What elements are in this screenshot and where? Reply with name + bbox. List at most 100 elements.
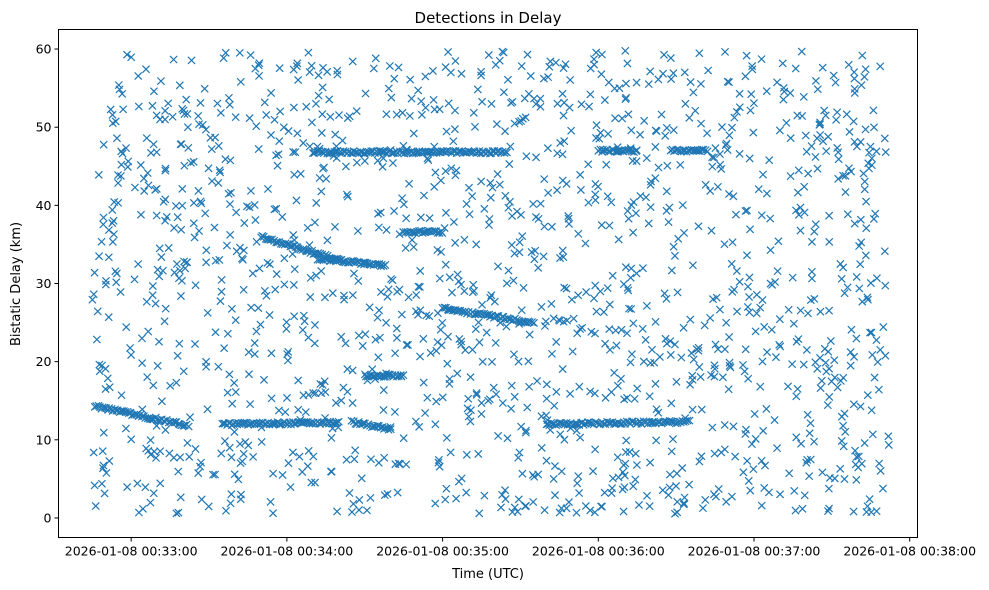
detection-marker bbox=[402, 214, 411, 223]
detection-marker bbox=[825, 211, 834, 220]
detection-marker bbox=[211, 470, 220, 479]
detection-marker bbox=[644, 219, 653, 228]
detection-marker bbox=[762, 87, 771, 96]
detection-marker bbox=[870, 373, 879, 382]
detection-marker bbox=[562, 504, 571, 513]
detection-marker bbox=[475, 338, 484, 347]
detection-marker bbox=[604, 78, 613, 87]
detection-marker bbox=[176, 140, 185, 149]
detection-marker bbox=[114, 178, 123, 188]
detection-marker bbox=[347, 257, 356, 266]
detection-marker bbox=[651, 174, 660, 183]
detection-marker bbox=[739, 468, 748, 477]
detection-marker bbox=[759, 426, 768, 435]
detection-marker bbox=[487, 357, 497, 366]
detection-marker bbox=[638, 264, 647, 273]
detection-marker bbox=[323, 236, 332, 245]
detection-marker bbox=[99, 220, 108, 229]
detection-marker bbox=[745, 308, 754, 317]
detection-marker bbox=[807, 237, 816, 246]
detection-marker bbox=[834, 155, 843, 164]
detection-marker bbox=[715, 305, 724, 314]
detection-marker bbox=[480, 491, 489, 500]
detection-marker bbox=[318, 380, 327, 389]
detection-marker bbox=[830, 356, 839, 365]
detection-marker bbox=[134, 260, 143, 269]
detection-marker bbox=[238, 457, 247, 466]
detection-marker bbox=[566, 389, 575, 398]
detection-marker bbox=[195, 226, 204, 235]
detection-marker bbox=[601, 339, 610, 348]
detection-marker bbox=[872, 147, 881, 156]
detection-marker bbox=[334, 417, 343, 426]
detection-marker bbox=[542, 420, 551, 429]
detection-marker bbox=[260, 286, 269, 295]
detection-marker bbox=[449, 217, 458, 227]
detection-marker bbox=[603, 284, 612, 293]
detection-marker bbox=[604, 129, 613, 138]
detection-marker bbox=[221, 48, 230, 57]
detection-marker bbox=[608, 474, 617, 483]
detection-marker bbox=[847, 325, 856, 334]
detection-marker bbox=[849, 507, 858, 516]
detection-marker bbox=[343, 114, 352, 123]
detection-marker bbox=[299, 391, 308, 400]
detection-marker bbox=[679, 323, 688, 332]
detection-marker bbox=[549, 314, 558, 323]
detection-marker bbox=[699, 145, 708, 154]
detection-marker bbox=[724, 78, 733, 87]
y-tick-label: 10 bbox=[36, 432, 52, 447]
detection-marker bbox=[850, 68, 859, 77]
detection-marker bbox=[869, 123, 879, 132]
detection-marker bbox=[419, 191, 428, 200]
detection-marker bbox=[507, 404, 516, 413]
detection-marker bbox=[537, 302, 546, 311]
detection-marker bbox=[431, 168, 440, 177]
detection-marker bbox=[359, 419, 368, 428]
detection-marker bbox=[230, 427, 239, 436]
detection-marker bbox=[182, 95, 191, 104]
detection-marker bbox=[312, 271, 321, 280]
detection-marker bbox=[462, 488, 471, 497]
y-tick-label: 40 bbox=[36, 198, 52, 213]
detection-marker bbox=[411, 228, 420, 237]
detection-marker bbox=[866, 328, 875, 337]
detection-marker bbox=[227, 304, 236, 313]
detection-marker bbox=[331, 130, 340, 139]
detection-marker bbox=[304, 446, 313, 455]
detection-marker bbox=[560, 435, 569, 444]
detection-marker bbox=[204, 164, 213, 173]
detection-marker bbox=[342, 190, 351, 199]
detection-marker bbox=[613, 453, 622, 462]
detection-marker bbox=[542, 456, 551, 465]
detection-marker bbox=[441, 495, 450, 504]
detection-marker bbox=[298, 325, 307, 334]
detection-marker bbox=[478, 300, 487, 309]
detection-marker bbox=[871, 209, 880, 218]
detection-marker bbox=[654, 163, 663, 172]
x-tick-label: 2026-01-08 00:35:00 bbox=[376, 544, 509, 559]
detection-marker bbox=[430, 182, 439, 191]
detection-marker bbox=[108, 219, 117, 228]
detection-marker bbox=[842, 110, 851, 119]
detection-marker bbox=[226, 499, 235, 508]
detection-marker bbox=[517, 62, 526, 71]
detection-marker bbox=[254, 145, 263, 154]
detection-marker bbox=[688, 405, 697, 414]
detection-marker bbox=[460, 235, 469, 244]
detection-marker bbox=[664, 218, 673, 227]
detection-marker bbox=[466, 373, 475, 382]
detection-marker bbox=[218, 419, 227, 428]
detection-marker bbox=[266, 497, 275, 506]
detection-marker bbox=[499, 88, 508, 97]
detection-marker bbox=[254, 304, 263, 313]
x-axis-label: Time (UTC) bbox=[451, 567, 524, 582]
x-tick-label: 2026-01-08 00:33:00 bbox=[65, 544, 198, 559]
detection-marker bbox=[244, 348, 253, 357]
detection-marker bbox=[238, 255, 247, 264]
detection-marker bbox=[873, 357, 882, 367]
detection-marker bbox=[662, 206, 671, 215]
detection-marker bbox=[831, 78, 840, 87]
detection-marker bbox=[667, 447, 676, 456]
detection-marker bbox=[527, 318, 536, 327]
